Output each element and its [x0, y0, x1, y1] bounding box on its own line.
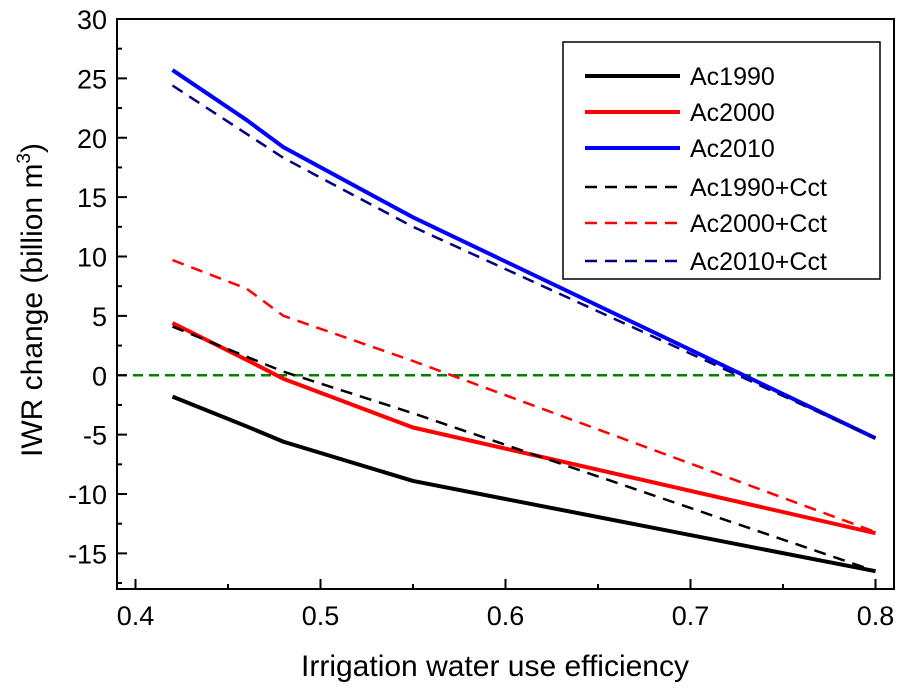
legend-label: Ac2000 — [690, 99, 775, 127]
series-line-ac1990 — [171, 394, 876, 574]
y-tick-label: 10 — [77, 243, 107, 273]
series-line-ac2010-cct — [171, 84, 877, 440]
plot-frame — [116, 18, 895, 590]
x-tick-label: 0.6 — [487, 601, 525, 631]
x-tick-label: 0.8 — [857, 601, 895, 631]
x-axis-label: Irrigation water use efficiency — [301, 650, 689, 683]
series-line-ac2010 — [171, 68, 877, 440]
legend-box — [562, 41, 881, 280]
x-tick-label: 0.5 — [302, 601, 340, 631]
x-tick-label: 0.7 — [672, 601, 710, 631]
series-line-ac2000-cct — [172, 258, 876, 534]
legend-label: Ac2010+Cct — [690, 248, 827, 276]
legend: Ac1990 Ac2000 Ac2010 Ac1990+Cct Ac2000+Cct Ac… — [562, 41, 881, 280]
y-tick-label: 25 — [77, 64, 107, 94]
y-tick-label: 20 — [77, 124, 107, 154]
legend-label: Ac1990+Cct — [690, 174, 827, 202]
y-tick-label: 5 — [92, 302, 107, 332]
legend-label: Ac2000+Cct — [690, 210, 827, 238]
y-tick-label: -10 — [68, 480, 107, 510]
y-tick-label: 30 — [77, 5, 107, 35]
series-line-ac2000 — [171, 321, 876, 536]
legend-label: Ac1990 — [690, 63, 775, 91]
series-line-ac1990-cct — [172, 325, 876, 573]
y-tick-label: 0 — [92, 361, 107, 391]
legend-label: Ac2010 — [690, 135, 775, 163]
y-tick-label: -5 — [83, 421, 107, 451]
y-tick-label: 15 — [77, 183, 107, 213]
y-axis-label: IWR change (billion m3) — [14, 143, 49, 457]
x-tick-label: 0.4 — [117, 601, 155, 631]
y-tick-label: -15 — [68, 539, 107, 569]
